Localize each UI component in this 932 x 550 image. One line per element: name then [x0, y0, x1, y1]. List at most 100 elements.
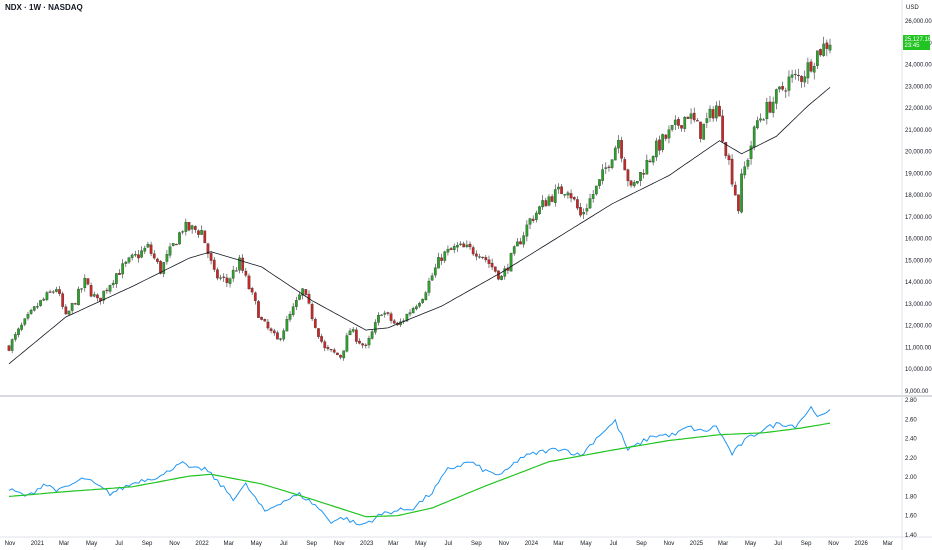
- candle-down[interactable]: [197, 230, 200, 235]
- candle-down[interactable]: [569, 193, 573, 199]
- candle-down[interactable]: [244, 270, 248, 276]
- candle-up[interactable]: [45, 292, 49, 300]
- candle-down[interactable]: [339, 354, 342, 358]
- candle-down[interactable]: [692, 112, 696, 121]
- candle-down[interactable]: [490, 262, 494, 268]
- candle-up[interactable]: [828, 44, 832, 51]
- candle-up[interactable]: [121, 263, 125, 275]
- candle-up[interactable]: [752, 126, 756, 148]
- candle-down[interactable]: [175, 243, 178, 246]
- candle-up[interactable]: [812, 66, 816, 73]
- candle-down[interactable]: [336, 352, 339, 356]
- candle-up[interactable]: [171, 243, 175, 246]
- candle-up[interactable]: [714, 105, 718, 119]
- candle-up[interactable]: [80, 288, 83, 290]
- candle-up[interactable]: [279, 338, 282, 340]
- candle-down[interactable]: [48, 291, 52, 293]
- candle-up[interactable]: [651, 155, 655, 163]
- candle-up[interactable]: [238, 257, 241, 271]
- candle-down[interactable]: [276, 332, 279, 340]
- candle-down[interactable]: [86, 278, 90, 285]
- candle-up[interactable]: [383, 312, 387, 315]
- candle-up[interactable]: [380, 314, 383, 316]
- candle-down[interactable]: [819, 49, 822, 56]
- candle-down[interactable]: [358, 340, 361, 344]
- candle-down[interactable]: [579, 207, 582, 216]
- candle-up[interactable]: [765, 102, 769, 120]
- candle-down[interactable]: [809, 61, 813, 72]
- candle-up[interactable]: [437, 257, 440, 269]
- candle-up[interactable]: [377, 314, 380, 323]
- candle-down[interactable]: [272, 330, 276, 334]
- candle-up[interactable]: [408, 312, 412, 315]
- candle-up[interactable]: [282, 330, 286, 340]
- candle-down[interactable]: [686, 116, 690, 119]
- candle-up[interactable]: [20, 324, 23, 330]
- candle-down[interactable]: [263, 319, 267, 322]
- candle-down[interactable]: [737, 194, 740, 212]
- candle-down[interactable]: [105, 289, 109, 292]
- candle-up[interactable]: [762, 119, 766, 121]
- candle-up[interactable]: [108, 285, 112, 292]
- candle-up[interactable]: [51, 291, 55, 293]
- candle-up[interactable]: [689, 113, 693, 119]
- candle-down[interactable]: [677, 119, 680, 126]
- candle-down[interactable]: [159, 261, 162, 274]
- candle-down[interactable]: [718, 105, 721, 117]
- candle-down[interactable]: [253, 292, 257, 301]
- candle-up[interactable]: [102, 290, 106, 301]
- candle-up[interactable]: [478, 256, 481, 258]
- candle-up[interactable]: [673, 119, 677, 125]
- candle-down[interactable]: [58, 289, 61, 294]
- candle-up[interactable]: [598, 179, 601, 186]
- candle-down[interactable]: [481, 256, 485, 258]
- candle-up[interactable]: [541, 200, 545, 208]
- candle-up[interactable]: [563, 194, 567, 196]
- candle-up[interactable]: [190, 225, 194, 230]
- candle-down[interactable]: [269, 328, 273, 332]
- candle-down[interactable]: [607, 166, 611, 168]
- candle-up[interactable]: [525, 224, 529, 237]
- candle-down[interactable]: [250, 288, 254, 293]
- candle-down[interactable]: [7, 345, 11, 351]
- candle-up[interactable]: [133, 254, 137, 256]
- candle-down[interactable]: [118, 272, 121, 275]
- candle-up[interactable]: [32, 306, 36, 311]
- candle-down[interactable]: [544, 200, 548, 207]
- candle-up[interactable]: [285, 319, 289, 332]
- candle-down[interactable]: [572, 197, 576, 200]
- candle-down[interactable]: [326, 347, 330, 349]
- candle-up[interactable]: [636, 180, 639, 184]
- candle-up[interactable]: [83, 277, 87, 289]
- candle-up[interactable]: [111, 282, 115, 286]
- candle-down[interactable]: [64, 306, 68, 315]
- candle-up[interactable]: [17, 328, 20, 335]
- candle-down[interactable]: [620, 140, 623, 159]
- candle-down[interactable]: [156, 258, 159, 262]
- candle-down[interactable]: [474, 253, 478, 257]
- candle-up[interactable]: [790, 74, 794, 78]
- candle-up[interactable]: [345, 335, 349, 352]
- candle-up[interactable]: [705, 118, 709, 123]
- candle-down[interactable]: [235, 270, 238, 272]
- candle-down[interactable]: [727, 155, 731, 161]
- candle-down[interactable]: [800, 75, 803, 82]
- candle-up[interactable]: [10, 339, 14, 351]
- candle-up[interactable]: [127, 257, 131, 263]
- candle-up[interactable]: [588, 198, 592, 209]
- candle-down[interactable]: [392, 320, 396, 324]
- candle-up[interactable]: [670, 125, 674, 130]
- candle-down[interactable]: [260, 316, 263, 320]
- candle-down[interactable]: [361, 343, 365, 346]
- candle-up[interactable]: [373, 322, 377, 333]
- candle-up[interactable]: [421, 299, 425, 303]
- candle-up[interactable]: [427, 280, 431, 293]
- candle-down[interactable]: [329, 349, 333, 351]
- candle-up[interactable]: [661, 134, 664, 151]
- candle-up[interactable]: [200, 230, 203, 235]
- ratio-line[interactable]: [8, 405, 831, 526]
- candle-down[interactable]: [386, 312, 390, 314]
- candle-down[interactable]: [89, 285, 93, 297]
- candle-down[interactable]: [354, 329, 358, 342]
- candle-up[interactable]: [793, 73, 797, 76]
